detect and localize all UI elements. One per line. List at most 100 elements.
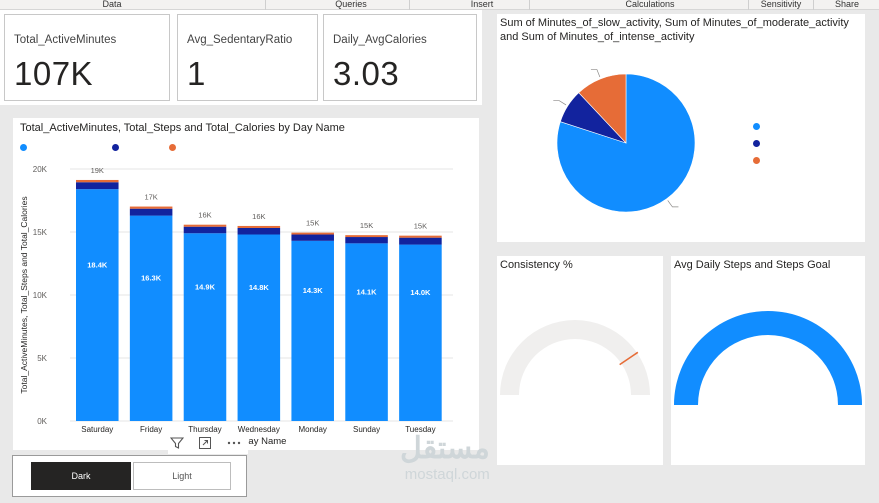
bar-segment: [129, 208, 173, 216]
kpi-label: Total_ActiveMinutes: [14, 34, 117, 46]
bar-segment: [76, 182, 119, 190]
ribbon-group-queries[interactable]: Queries: [335, 0, 367, 9]
ribbon-group-insert[interactable]: Insert: [470, 0, 494, 9]
ribbon-group-sensitivity[interactable]: Sensitivity: [760, 0, 802, 9]
x-tick-label: Monday: [298, 425, 326, 434]
watermark-logo: مستقل mostaql.com: [400, 432, 490, 483]
bar-segment: [291, 234, 334, 241]
x-tick-label: Wednesday: [238, 425, 280, 434]
total-label: 17K: [144, 193, 157, 202]
filter-icon[interactable]: [169, 436, 185, 453]
ribbon-group-data[interactable]: Data: [102, 0, 122, 9]
visual-title: Avg Daily Steps and Steps Goal: [674, 259, 831, 271]
x-tick-label: Thursday: [188, 425, 221, 434]
bar-segment: [399, 244, 442, 421]
y-axis-title: Total_ActiveMinutes, Total_Steps and Tot…: [19, 196, 29, 393]
x-tick-label: Tuesday: [405, 425, 435, 434]
bar-segment: [76, 189, 119, 421]
kpi-value: 1: [187, 55, 206, 92]
kpi-value: 107K: [14, 55, 94, 92]
gauge-target-marker: [619, 351, 639, 366]
x-tick-label: Saturday: [81, 425, 113, 434]
bar-segment: [183, 226, 227, 234]
data-label: 16.3K: [141, 274, 162, 283]
bar-segment: [345, 235, 388, 238]
slicer-option-dark[interactable]: Dark: [31, 462, 131, 490]
ribbon-divider: [265, 0, 266, 10]
kpi-label: Avg_SedentaryRatio: [187, 34, 293, 46]
x-axis-title: Day Name: [242, 436, 287, 447]
kpi-label: Daily_AvgCalories: [333, 34, 427, 46]
data-label: 14.9K: [195, 282, 216, 291]
total-label: 15K: [360, 221, 373, 230]
legend-marker[interactable]: [112, 144, 119, 151]
ribbon-divider: [529, 0, 530, 10]
data-label: 14.0K: [410, 288, 431, 297]
bar-segment: [291, 240, 334, 421]
visual-header-toolbar: [168, 436, 248, 454]
bar-segment: [183, 224, 227, 227]
bar-segment: [345, 237, 388, 244]
bar-segment: [237, 227, 281, 235]
theme-slicer: Dark Light: [12, 455, 247, 497]
legend-marker[interactable]: [753, 123, 760, 130]
ribbon-group-share[interactable]: Share: [834, 0, 860, 9]
legend-marker[interactable]: [753, 140, 760, 147]
ribbon-group-calculations[interactable]: Calculations: [625, 0, 675, 9]
data-label: 14.1K: [357, 287, 378, 296]
bar-segment: [183, 233, 227, 421]
watermark-arabic: مستقل: [400, 432, 490, 465]
data-label: 14.3K: [303, 286, 324, 295]
visual-title: Consistency %: [500, 259, 573, 271]
total-label: 16K: [252, 212, 265, 221]
bar-segment: [237, 234, 281, 421]
pie-leader-line: [667, 200, 679, 208]
slicer-option-light[interactable]: Light: [133, 462, 231, 490]
legend-marker[interactable]: [169, 144, 176, 151]
bar-segment: [76, 179, 119, 183]
y-tick-label: 0K: [37, 417, 47, 426]
bar-segment: [291, 232, 334, 235]
bar-segment: [129, 206, 173, 209]
x-tick-label: Friday: [140, 425, 162, 434]
legend-marker[interactable]: [20, 144, 27, 151]
gauge-track: [500, 320, 650, 395]
x-tick-label: Sunday: [353, 425, 380, 434]
total-label: 16K: [198, 211, 211, 220]
legend-marker[interactable]: [753, 157, 760, 164]
total-label: 19K: [91, 166, 104, 175]
kpi-card-avg-calories[interactable]: Daily_AvgCalories 3.03: [323, 14, 477, 101]
bar-segment: [345, 243, 388, 421]
ribbon-divider: [748, 0, 749, 10]
ribbon-bar: Data Queries Insert Calculations Sensiti…: [0, 0, 879, 10]
bar-segment: [129, 215, 173, 421]
visual-title: Sum of Minutes_of_slow_activity, Sum of …: [500, 17, 849, 29]
kpi-card-active-minutes[interactable]: Total_ActiveMinutes 107K: [4, 14, 170, 101]
bar-segment: [399, 237, 442, 245]
visual-title: Total_ActiveMinutes, Total_Steps and Tot…: [20, 122, 345, 134]
bar-segment: [399, 235, 442, 238]
y-tick-label: 20K: [33, 165, 48, 174]
data-label: 18.4K: [87, 260, 108, 269]
pie-leader-line: [553, 100, 567, 106]
total-label: 15K: [414, 222, 427, 231]
gauge-fill: [674, 311, 862, 405]
ribbon-divider: [409, 0, 410, 10]
y-tick-label: 15K: [33, 228, 48, 237]
more-options-icon[interactable]: [226, 436, 242, 453]
data-label: 14.8K: [249, 283, 270, 292]
y-tick-label: 10K: [33, 291, 48, 300]
visual-subtitle: and Sum of Minutes_of_intense_activity: [500, 31, 695, 43]
watermark-latin: mostaql.com: [404, 466, 490, 483]
total-label: 15K: [306, 219, 319, 228]
y-tick-label: 5K: [37, 354, 47, 363]
kpi-value: 3.03: [333, 55, 400, 92]
bar-segment: [237, 225, 281, 228]
kpi-card-sedentary-ratio[interactable]: Avg_SedentaryRatio 1: [177, 14, 318, 101]
focus-mode-icon[interactable]: [198, 436, 212, 453]
ribbon-divider: [813, 0, 814, 10]
pie-leader-line: [590, 69, 601, 78]
